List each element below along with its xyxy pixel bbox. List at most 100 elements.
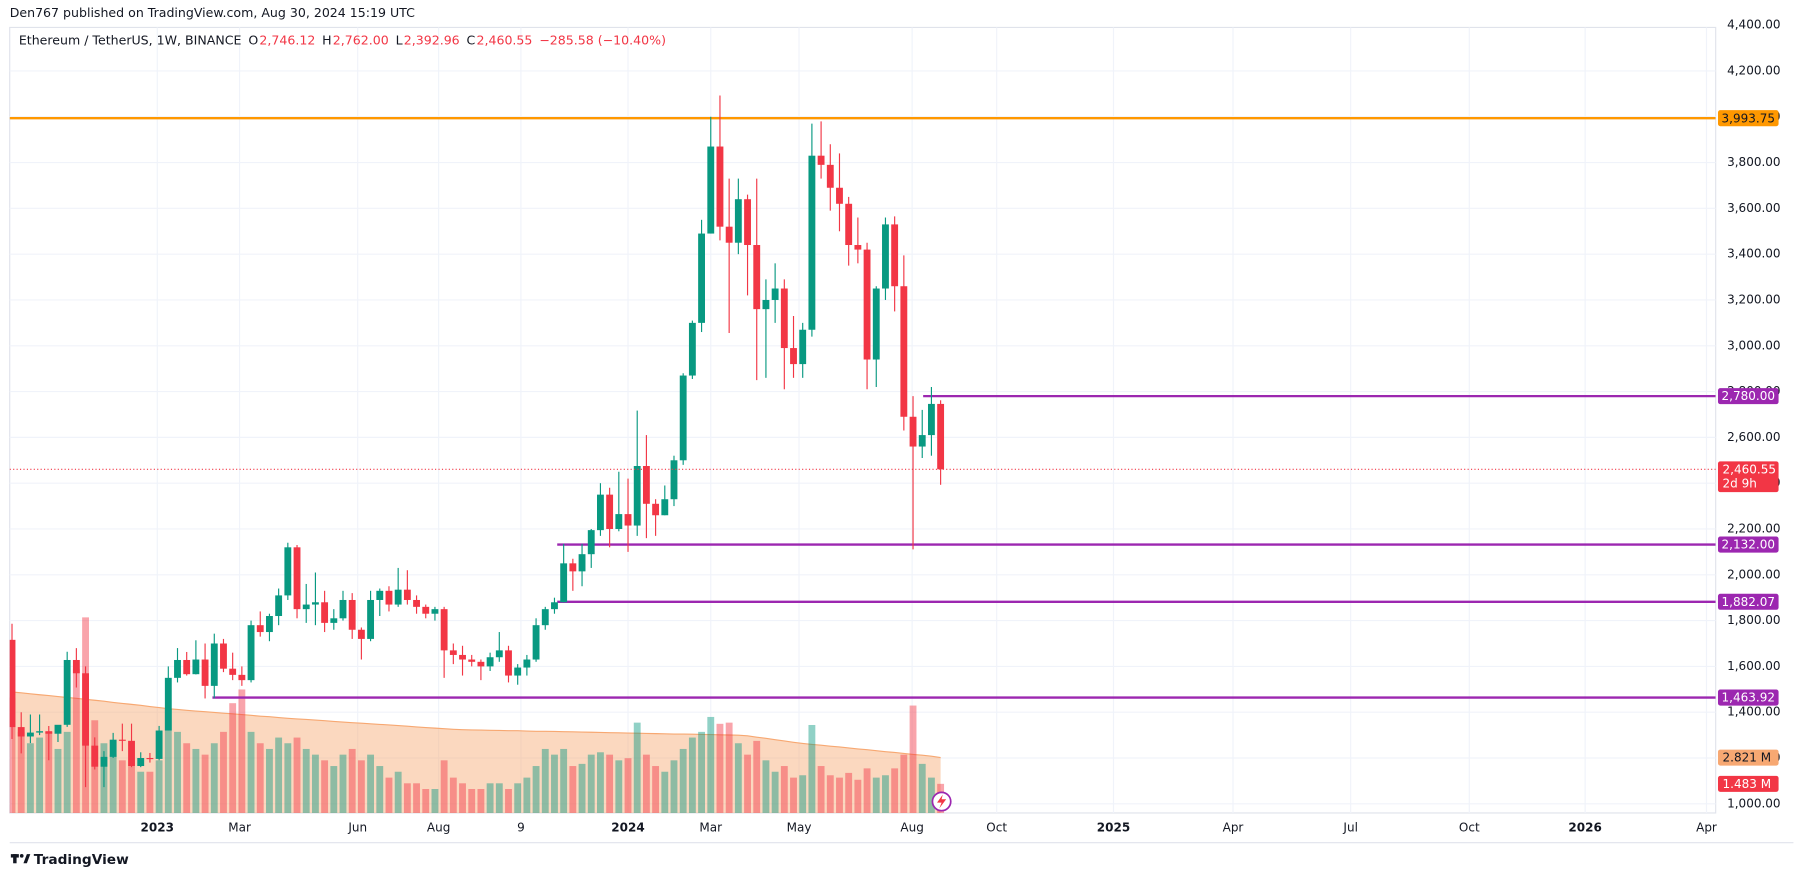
volume-bar [872,777,880,813]
volume-bar [385,777,393,813]
candle-body [652,503,660,516]
volume-bar [247,731,255,813]
candle-body [385,590,393,605]
candle-body [514,667,522,676]
volume-bar [734,743,742,813]
volume-bar [376,766,384,813]
logo-dot [19,854,24,858]
candle-body [45,731,53,734]
candle-body [615,514,623,529]
plot-frame [9,26,1717,814]
volume-bar [431,789,439,813]
y-tick-label: 3,000.00 [1727,338,1780,352]
logo-stem [13,854,17,864]
candle-body [532,625,540,660]
volume-bar [578,763,586,813]
publisher: Den767 published on TradingView.com, Aug… [10,5,415,20]
level-label: 3,993.75 [1722,111,1775,125]
volume-bar [753,740,761,813]
candle-body [36,731,44,733]
volume-bar [293,737,301,813]
candle-body [376,590,384,600]
candle-body [284,547,292,596]
candle-body [744,199,751,246]
volume-bar [183,743,191,813]
candle-body [348,599,356,630]
candle-body [266,616,273,633]
volume-bar [744,754,751,813]
volume-bar [403,783,411,813]
level-badge [1717,110,1779,127]
volume-bar [891,768,899,813]
candle-body [431,609,439,614]
last-price-label: 2,460.55 [1723,462,1776,476]
volume-bar [560,748,568,813]
volume-bar [256,743,264,813]
candle-body [311,602,319,605]
candle-body [707,146,715,234]
header: Ethereum / TetherUS, 1W, BINANCE O 2,746.1… [19,33,666,48]
y-tick-label: 2,600.00 [1727,430,1780,444]
x-tick-label: 9 [517,820,525,834]
volume-bar [799,775,807,813]
candle-body [128,740,135,767]
volume-bar [137,771,145,813]
volume-bar [551,754,558,813]
brand-logo [10,854,31,864]
volume-bar [532,766,540,813]
y-tick-label: 3,800.00 [1727,155,1780,169]
volume-bar [422,789,430,813]
x-tick-label: Oct [1459,820,1480,834]
candle-body [137,758,145,767]
volume-bar [238,689,246,813]
volume-bar [174,731,181,813]
candle-body [256,625,264,633]
candle-body [486,657,494,667]
candle-body [799,329,807,365]
volume-bar [394,771,402,813]
volume-bar [716,723,724,813]
x-tick-label: 2025 [1097,820,1130,834]
volume-bar [514,783,522,813]
candle-body [164,677,172,731]
volume-bar [606,754,614,813]
candle-body [63,659,71,725]
candle-body [118,739,126,741]
volume-bar [192,748,200,813]
candle-body [560,563,568,603]
volume-bar [311,754,319,813]
y-tick-label: 3,200.00 [1727,292,1780,306]
candle-body [54,724,62,734]
volume-bar [707,716,715,813]
y-tick-label: 1,600.00 [1727,659,1780,673]
x-tick-label: Apr [1223,820,1244,834]
legend-value: 2,460.55 [476,33,532,48]
volume-bar [688,737,696,813]
level-badge [1717,689,1779,706]
brand: TradingView [34,852,129,868]
volume-bar [780,766,788,813]
volume-bar [642,754,650,813]
candle-body [229,668,237,675]
candle-body [606,494,614,529]
volume-bar [633,722,641,813]
volume-bar [587,754,595,813]
legend-key: H [322,33,331,48]
candle-body [808,155,816,330]
candle-body [247,625,255,681]
candle-body [725,226,733,243]
candle-body [642,466,650,504]
volume-bar [854,779,862,813]
candle-body [72,659,80,674]
volume-bar [679,748,687,813]
volume-bar [771,771,779,813]
candle-body [854,245,862,250]
candle-body [413,599,420,607]
volume-ma-fill [12,691,941,813]
candle-body [146,758,154,760]
candle-body [321,602,329,623]
alert-icon[interactable] [931,791,952,812]
candle-body [891,224,899,287]
